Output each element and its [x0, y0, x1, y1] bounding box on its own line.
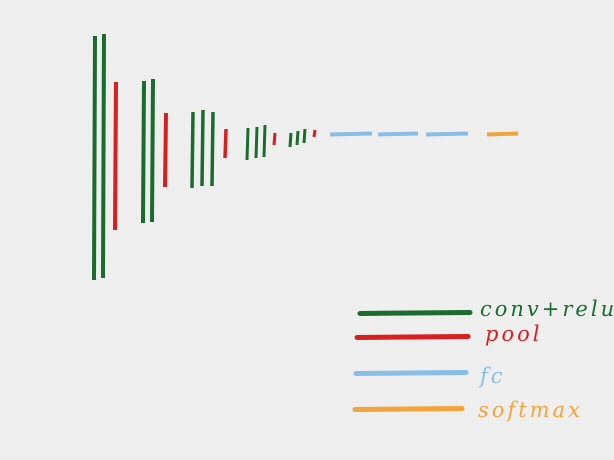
layer-conv-relu-s3-1	[190, 111, 195, 189]
layer-pool-s3-4	[223, 128, 228, 159]
layer-conv-relu-s3-3	[210, 111, 215, 187]
legend-swatch-fc	[353, 370, 469, 376]
layer-conv-relu-s1-1	[92, 35, 97, 281]
layer-pool-s4-4	[272, 132, 277, 146]
layer-pool-s2-3	[163, 112, 168, 188]
layer-conv-relu-s1-2	[101, 33, 106, 279]
legend-swatch-pool	[354, 334, 471, 340]
layer-conv-relu-s5-3	[302, 128, 307, 144]
legend-label-pool: pool	[485, 322, 543, 346]
layer-conv-relu-s3-2	[200, 109, 205, 187]
legend-label-fc: fc	[480, 364, 506, 388]
layer-conv-relu-s5-1	[288, 132, 293, 148]
layer-conv-relu-s2-1	[141, 80, 146, 224]
network-layers	[92, 33, 519, 281]
layer-pool-s1-3	[113, 81, 118, 231]
legend-label-conv-relu: conv+relu	[480, 297, 614, 321]
layer-softmax-s6-4	[486, 131, 519, 137]
legend-swatch-softmax	[352, 406, 465, 412]
legend-label-softmax: softmax	[478, 398, 583, 422]
legend-swatches	[352, 310, 473, 412]
legend-swatch-conv-relu	[357, 310, 473, 316]
layer-fc-s6-1	[329, 131, 373, 137]
layer-conv-relu-s4-1	[245, 127, 250, 161]
layer-pool-s5-4	[312, 129, 317, 138]
layer-conv-relu-s4-2	[254, 126, 259, 159]
layer-conv-relu-s5-2	[295, 130, 300, 146]
layer-conv-relu-s2-2	[150, 78, 155, 223]
layer-fc-s6-2	[377, 131, 419, 137]
layer-fc-s6-3	[425, 131, 469, 137]
layer-conv-relu-s4-3	[262, 124, 267, 158]
